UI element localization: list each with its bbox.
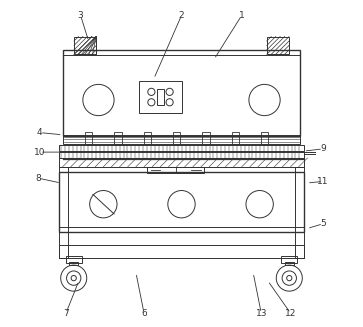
Bar bbox=[173, 131, 180, 144]
Bar bbox=[74, 37, 96, 54]
Bar bbox=[60, 145, 303, 151]
Bar bbox=[285, 262, 294, 266]
Bar bbox=[139, 81, 183, 113]
Bar bbox=[232, 131, 239, 144]
Text: 11: 11 bbox=[317, 177, 329, 186]
Text: 9: 9 bbox=[320, 144, 326, 153]
Text: 12: 12 bbox=[285, 309, 296, 318]
Text: 10: 10 bbox=[34, 147, 46, 157]
Bar bbox=[157, 89, 164, 105]
Text: 13: 13 bbox=[256, 309, 267, 318]
Bar bbox=[144, 131, 151, 144]
Bar bbox=[60, 158, 303, 167]
Bar bbox=[63, 135, 300, 144]
Bar bbox=[114, 131, 122, 144]
Bar bbox=[147, 167, 204, 173]
Bar bbox=[261, 131, 268, 144]
Bar bbox=[60, 167, 68, 258]
Bar bbox=[63, 49, 300, 136]
Text: 6: 6 bbox=[141, 309, 147, 318]
Bar bbox=[202, 131, 209, 144]
Bar bbox=[69, 262, 78, 266]
Text: 1: 1 bbox=[239, 11, 245, 20]
Bar bbox=[267, 37, 289, 54]
Bar bbox=[281, 256, 297, 263]
Text: 8: 8 bbox=[35, 174, 41, 183]
Bar bbox=[85, 131, 92, 144]
Text: 3: 3 bbox=[78, 11, 83, 20]
Bar bbox=[60, 152, 303, 158]
Text: 5: 5 bbox=[320, 219, 326, 228]
Bar bbox=[60, 172, 303, 232]
Text: 7: 7 bbox=[63, 309, 69, 318]
Bar bbox=[295, 167, 303, 258]
Text: 2: 2 bbox=[179, 11, 184, 20]
Text: 4: 4 bbox=[37, 128, 43, 137]
Bar bbox=[60, 245, 303, 258]
Bar bbox=[66, 256, 82, 263]
